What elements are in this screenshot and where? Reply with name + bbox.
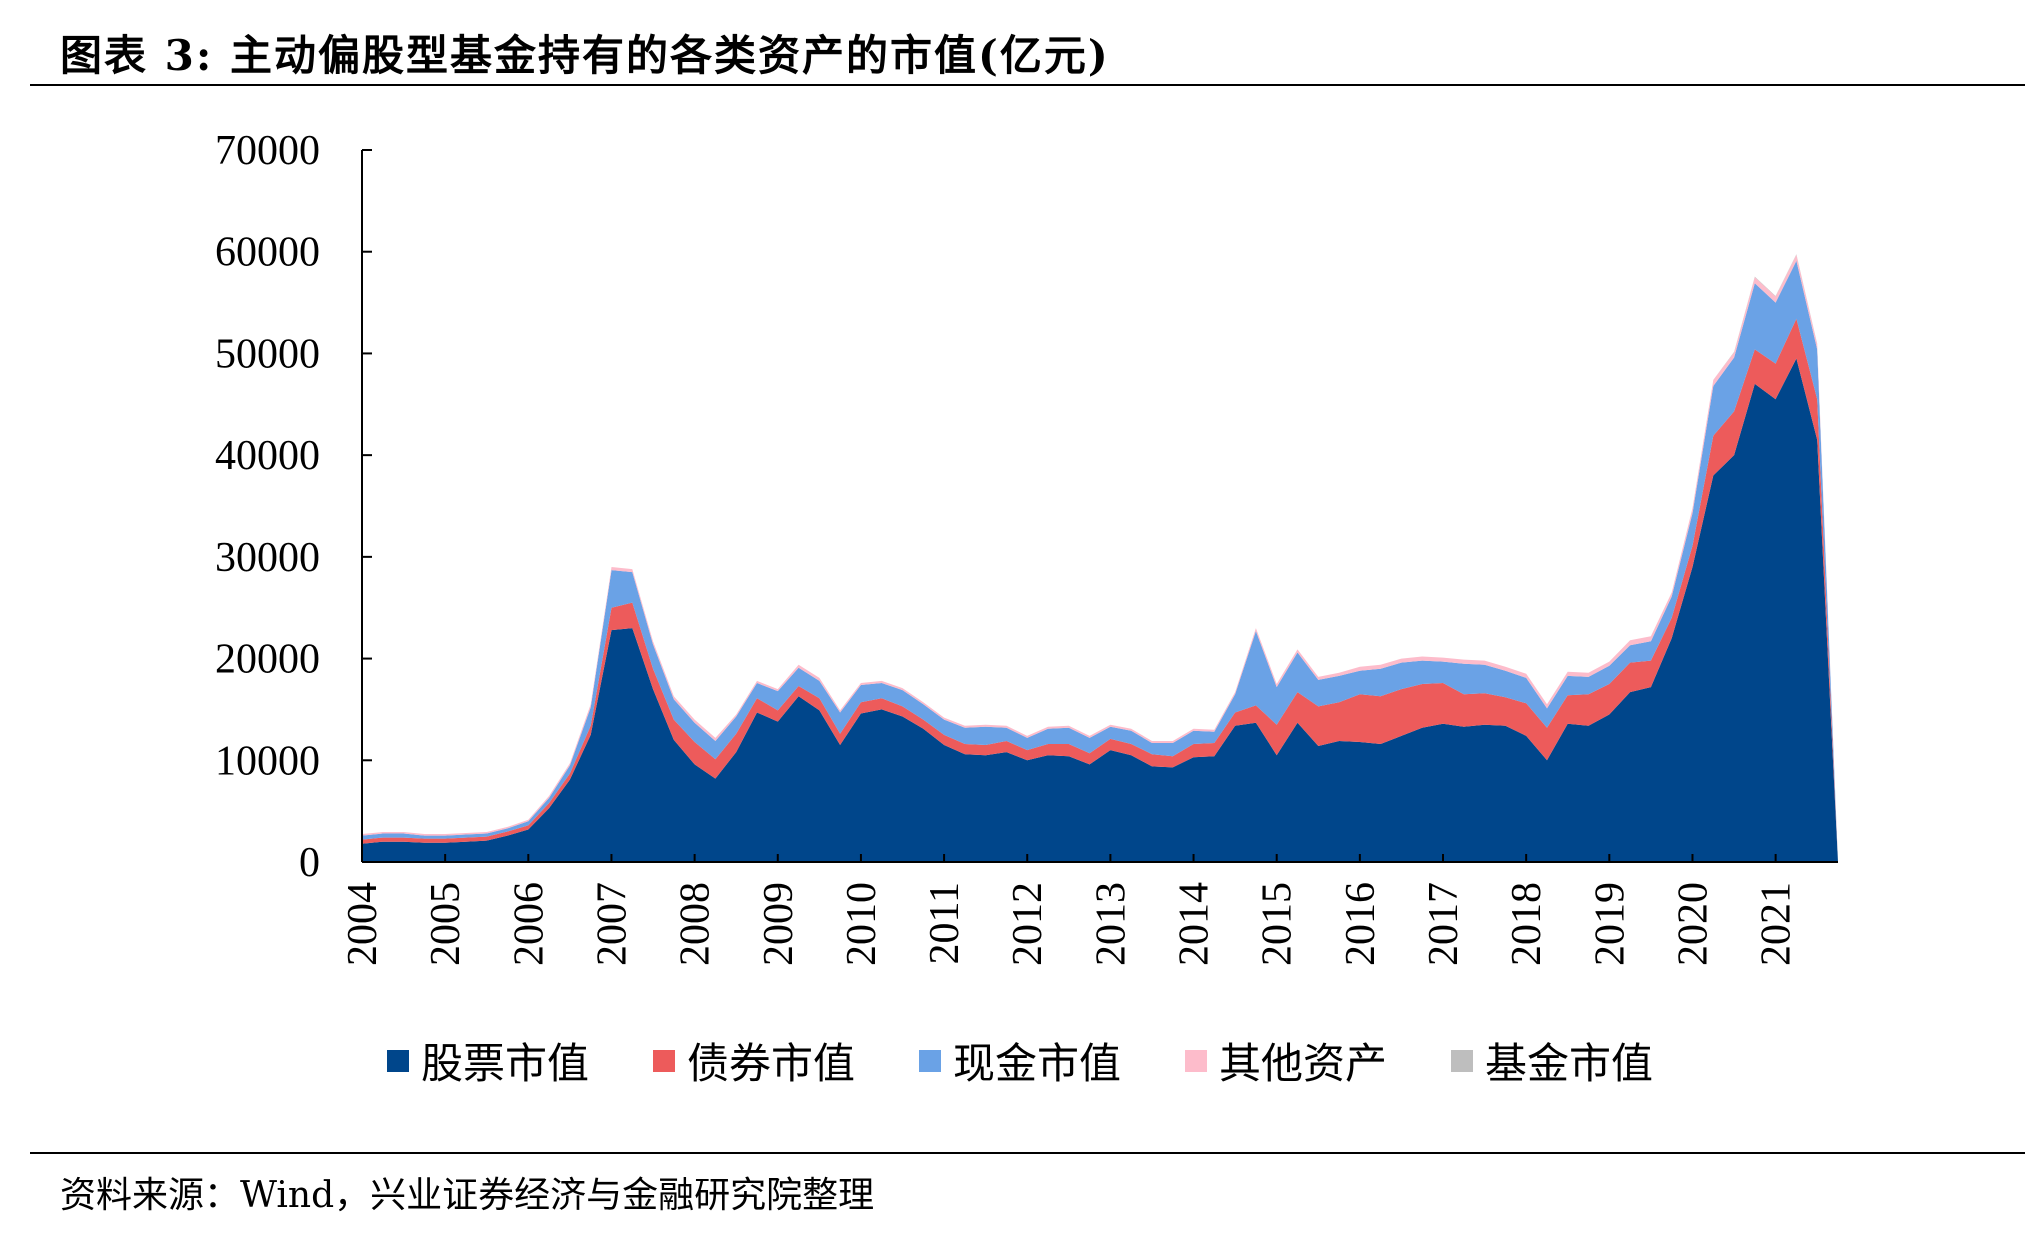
source-note: 资料来源：Wind，兴业证券经济与金融研究院整理 bbox=[60, 1175, 875, 1216]
legend-label: 其他资产 bbox=[1219, 1039, 1388, 1088]
x-tick-label: 2021 bbox=[1754, 882, 1800, 966]
area-series-0 bbox=[362, 358, 1838, 862]
legend-swatch bbox=[386, 1049, 409, 1072]
x-tick-label: 2018 bbox=[1504, 882, 1550, 966]
y-tick-label: 30000 bbox=[215, 535, 320, 581]
x-tick-label: 2012 bbox=[1005, 882, 1051, 966]
x-tick-label: 2007 bbox=[589, 882, 635, 966]
legend-label: 现金市值 bbox=[952, 1039, 1121, 1088]
chart-areas bbox=[362, 254, 1838, 863]
legend-label: 基金市值 bbox=[1485, 1039, 1654, 1088]
x-tick-label: 2010 bbox=[839, 882, 885, 966]
y-tick-label: 10000 bbox=[215, 738, 320, 784]
x-tick-label: 2006 bbox=[506, 882, 552, 966]
legend-item: 债券市值 bbox=[652, 1030, 855, 1091]
x-tick-label: 2005 bbox=[423, 882, 469, 966]
top-rule bbox=[30, 84, 2025, 86]
chart-legend: 股票市值 债券市值 现金市值 其他资产 基金市值 bbox=[0, 1030, 2040, 1091]
bottom-rule bbox=[30, 1152, 2025, 1154]
x-tick-label: 2009 bbox=[756, 882, 802, 966]
x-tick-label: 2013 bbox=[1088, 882, 1134, 966]
legend-label: 股票市值 bbox=[420, 1039, 589, 1088]
y-tick-label: 70000 bbox=[215, 128, 320, 174]
x-tick-label: 2015 bbox=[1255, 882, 1301, 966]
legend-swatch bbox=[1451, 1049, 1474, 1072]
x-tick-label: 2014 bbox=[1172, 882, 1218, 966]
x-tick-label: 2011 bbox=[922, 882, 968, 964]
x-tick-label: 2008 bbox=[673, 882, 719, 966]
stacked-area-chart: 0 10000 20000 30000 40000 50000 60000 70000 2004… bbox=[215, 128, 1838, 966]
x-tick-label: 2017 bbox=[1421, 882, 1467, 966]
x-tick-label: 2004 bbox=[340, 882, 386, 966]
y-tick-label: 50000 bbox=[215, 331, 320, 377]
x-tick-label: 2020 bbox=[1670, 882, 1716, 966]
area-series-2 bbox=[362, 260, 1838, 862]
legend-item: 其他资产 bbox=[1185, 1030, 1387, 1091]
area-series-1 bbox=[362, 318, 1838, 862]
x-tick-label: 2016 bbox=[1338, 882, 1384, 966]
chart-axes: 0 10000 20000 30000 40000 50000 60000 70000 2004… bbox=[215, 128, 1838, 966]
legend-swatch bbox=[1185, 1049, 1207, 1072]
legend-swatch bbox=[652, 1049, 675, 1072]
legend-item: 基金市值 bbox=[1451, 1030, 1653, 1091]
y-tick-label: 0 bbox=[299, 840, 320, 886]
legend-item: 股票市值 bbox=[386, 1030, 589, 1091]
y-tick-label: 20000 bbox=[215, 637, 320, 683]
page-title: 图表 3: 主动偏股型基金持有的各类资产的市值(亿元) bbox=[60, 31, 1110, 80]
y-tick-label: 60000 bbox=[215, 230, 320, 276]
x-tick-label: 2019 bbox=[1587, 882, 1633, 966]
y-tick-label: 40000 bbox=[215, 433, 320, 479]
legend-item: 现金市值 bbox=[918, 1030, 1121, 1091]
legend-swatch bbox=[918, 1049, 941, 1072]
legend-label: 债券市值 bbox=[686, 1039, 855, 1088]
